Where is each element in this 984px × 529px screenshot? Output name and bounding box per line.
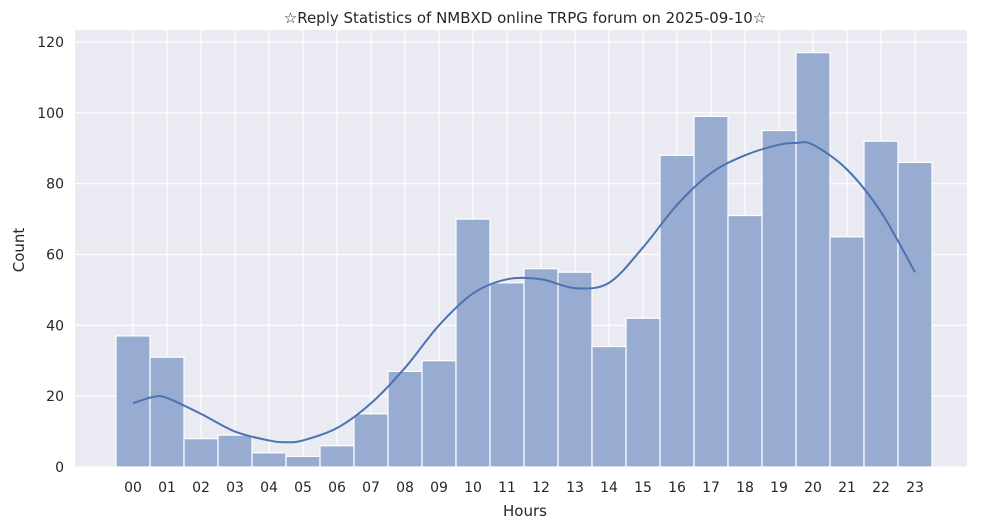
x-tick-label: 19	[770, 480, 788, 496]
bar-00	[115, 335, 151, 468]
bar-20	[795, 52, 831, 468]
bar-10	[455, 218, 491, 468]
bar-08	[387, 370, 423, 468]
bar-12	[523, 268, 559, 468]
x-tick-label: 23	[906, 480, 924, 496]
bar-09	[421, 360, 457, 468]
bar-06	[319, 445, 355, 468]
x-tick-label: 10	[464, 480, 482, 496]
x-tick-label: 01	[158, 480, 176, 496]
x-tick-label: 14	[600, 480, 618, 496]
x-tick-label: 04	[260, 480, 278, 496]
chart-title: ☆Reply Statistics of NMBXD online TRPG f…	[284, 9, 767, 27]
x-axis-label: Hours	[503, 502, 547, 520]
y-tick-label: 40	[46, 318, 64, 334]
bar-04	[251, 452, 287, 468]
x-tick-label: 08	[396, 480, 414, 496]
bar-13	[557, 271, 593, 468]
x-tick-label: 12	[532, 480, 550, 496]
bar-22	[863, 140, 899, 468]
bar-21	[829, 236, 865, 468]
y-tick-label: 100	[37, 106, 64, 122]
bar-11	[489, 282, 525, 468]
y-tick-label: 0	[55, 460, 64, 476]
kde-line	[132, 141, 916, 444]
x-tick-label: 21	[838, 480, 856, 496]
bar-18	[727, 214, 763, 468]
x-tick-label: 05	[294, 480, 312, 496]
bar-19	[761, 129, 797, 468]
y-tick-label: 20	[46, 389, 64, 405]
bar-16	[659, 154, 695, 468]
y-tick-label: 60	[46, 248, 64, 264]
y-tick-label: 80	[46, 177, 64, 193]
x-tick-label: 15	[634, 480, 652, 496]
x-tick-label: 02	[192, 480, 210, 496]
bar-02	[183, 438, 219, 468]
x-tick-label: 17	[702, 480, 720, 496]
bar-01	[149, 356, 185, 468]
bar-15	[625, 317, 661, 468]
x-tick-label: 13	[566, 480, 584, 496]
x-tick-label: 11	[498, 480, 516, 496]
bar-17	[693, 115, 729, 468]
bar-23	[897, 161, 933, 468]
x-tick-label: 00	[124, 480, 142, 496]
bar-14	[591, 345, 627, 468]
y-tick-label: 120	[37, 35, 64, 51]
x-tick-label: 07	[362, 480, 380, 496]
x-tick-label: 22	[872, 480, 890, 496]
bar-05	[285, 455, 321, 468]
x-tick-label: 16	[668, 480, 686, 496]
x-tick-label: 20	[804, 480, 822, 496]
bar-03	[217, 434, 253, 468]
x-tick-label: 06	[328, 480, 346, 496]
y-axis-label: Count	[10, 228, 28, 273]
x-tick-label: 09	[430, 480, 448, 496]
bar-07	[353, 413, 389, 468]
x-tick-label: 03	[226, 480, 244, 496]
x-tick-label: 18	[736, 480, 754, 496]
